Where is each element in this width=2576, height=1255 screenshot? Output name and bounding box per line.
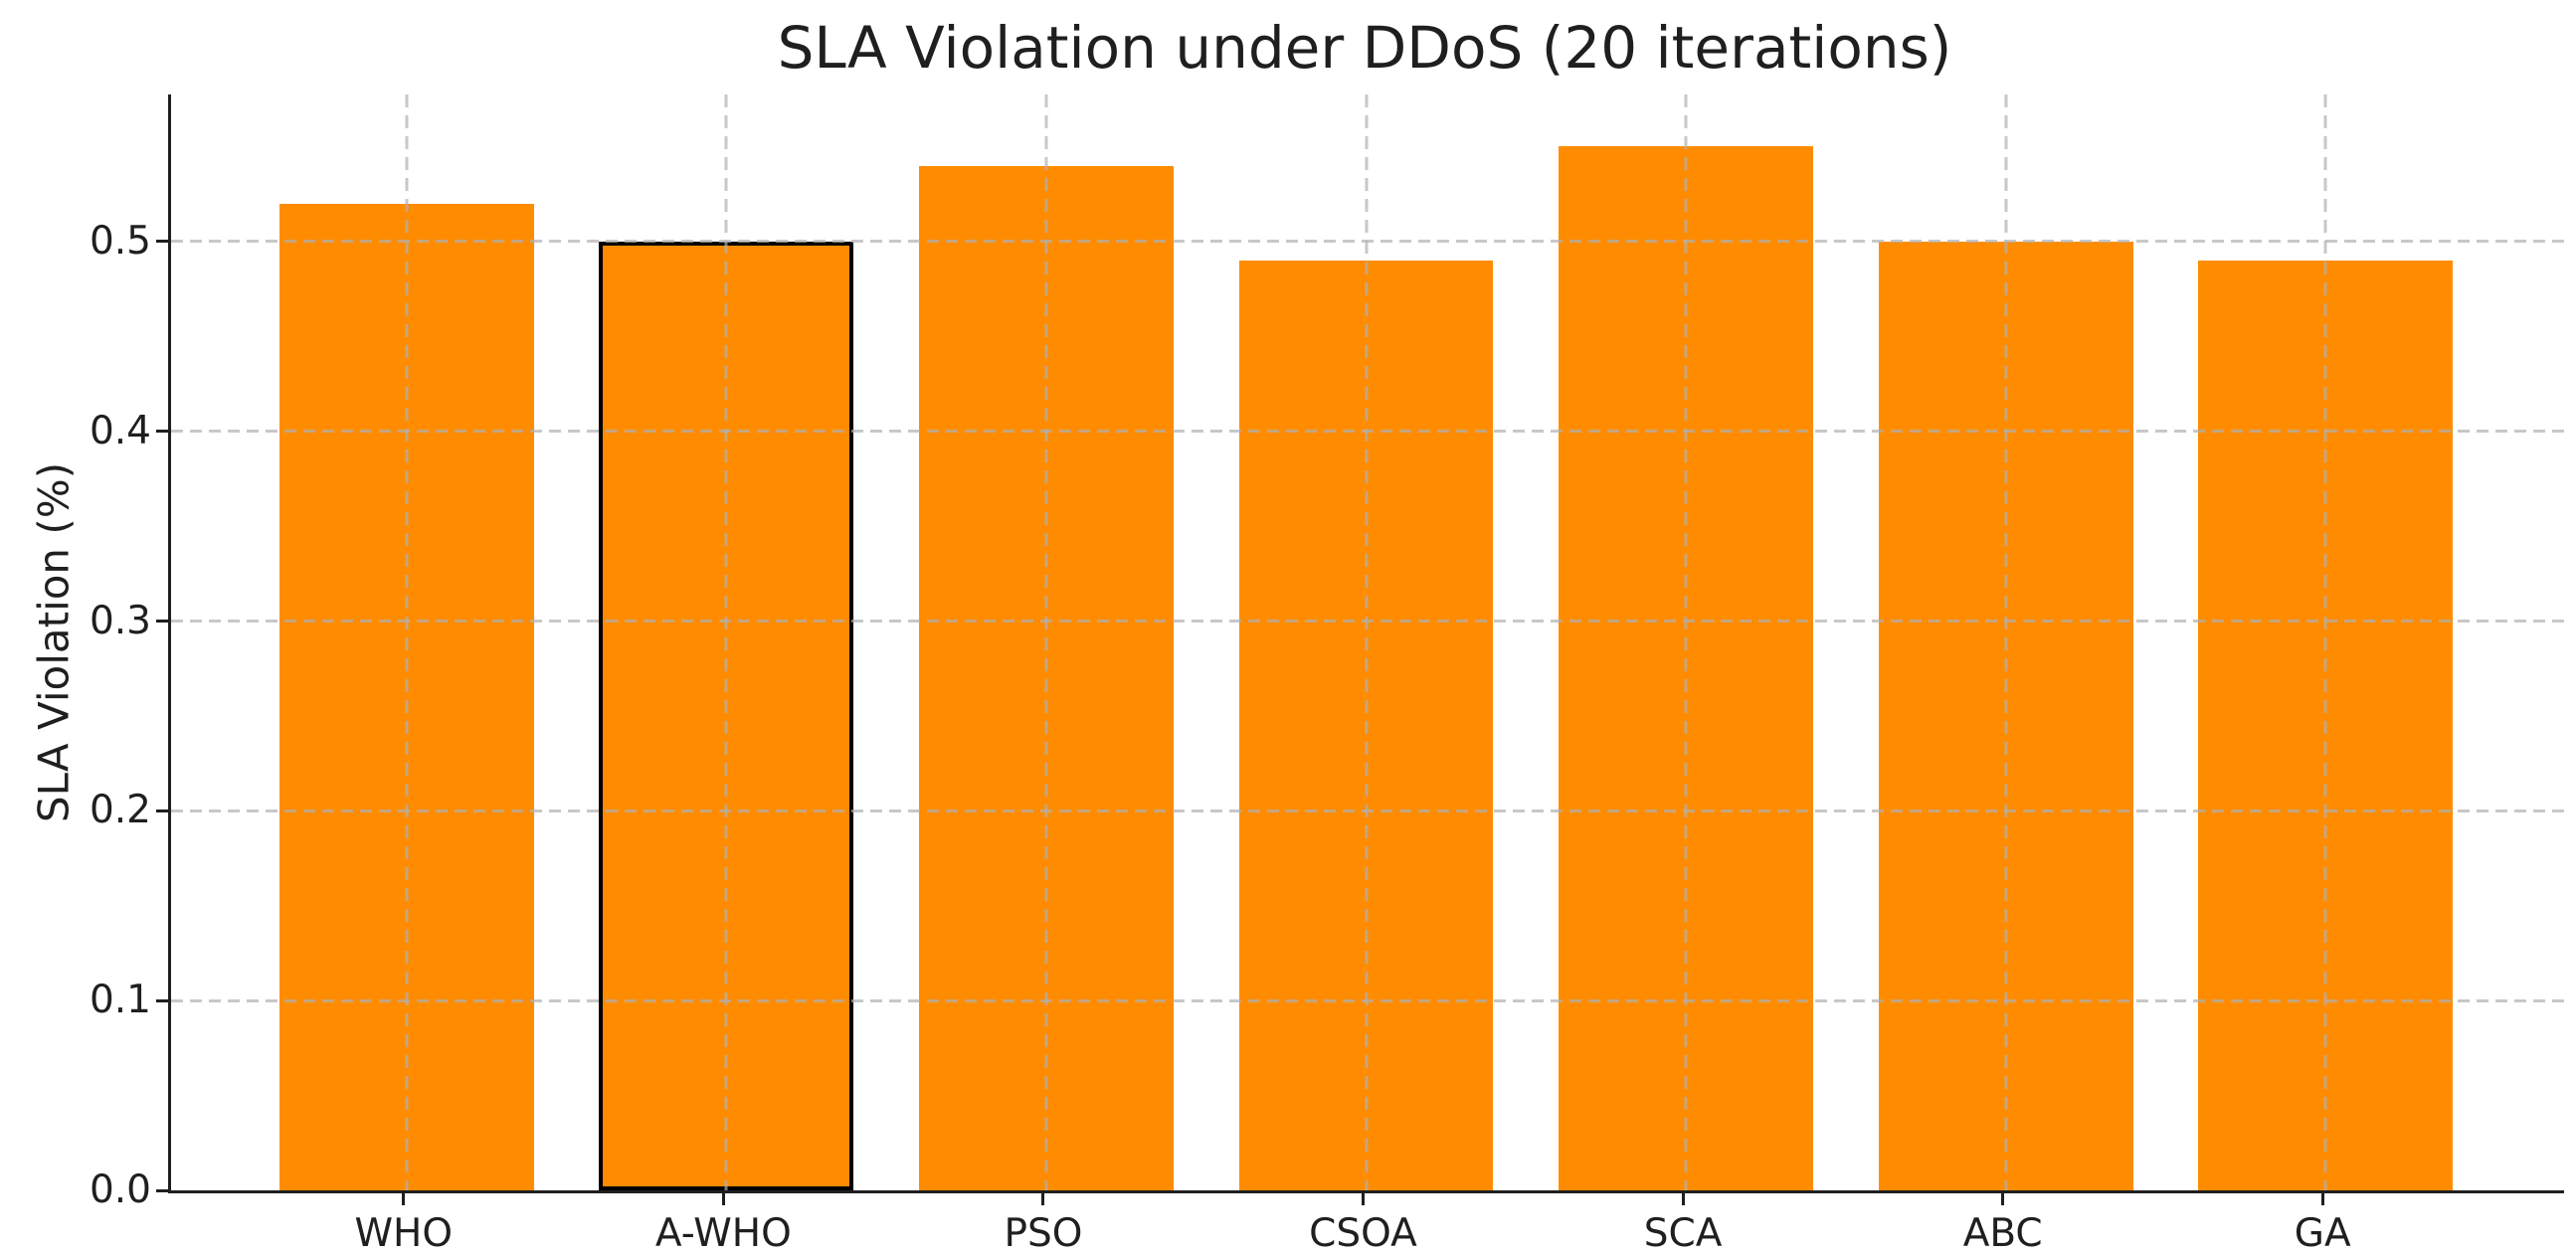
chart-title: SLA Violation under DDoS (20 iterations) [777,14,1952,82]
x-tick-label: PSO [1004,1211,1083,1255]
bar-slots-container [171,94,2564,1190]
y-tick-label: 0.4 [89,408,151,453]
bar-slot [2165,94,2485,1190]
x-label-cell: WHO [244,1193,564,1255]
x-axis-labels-row: WHO A-WHO PSO CSOA SCA ABC GA [168,1193,2561,1255]
x-tick-mark [1362,1193,1366,1205]
y-tick-label: 0.0 [89,1167,151,1212]
bar-ABC [1878,241,2133,1190]
x-label-cell: ABC [1843,1193,2163,1255]
y-tick-mark [156,620,168,624]
y-tick-label: 0.3 [89,598,151,643]
y-tick-mark [156,430,168,434]
y-tick-mark [156,998,168,1002]
x-tick-label: SCA [1643,1211,1723,1255]
x-tick-mark [402,1193,406,1205]
x-tick-label: GA [2294,1211,2351,1255]
x-tick-label: WHO [354,1211,454,1255]
bar-SCA [1559,146,1814,1190]
x-tick-label: A-WHO [654,1211,792,1255]
x-label-cell: A-WHO [564,1193,884,1255]
x-label-cell: CSOA [1203,1193,1524,1255]
bar-PSO [918,165,1174,1190]
bar-slot [1526,94,1846,1190]
bar-A-WHO [599,241,854,1190]
bar-CSOA [1238,260,1494,1190]
y-tick-label: 0.2 [89,788,151,833]
bar-slot [1846,94,2166,1190]
bar-slot [1206,94,1527,1190]
x-tick-mark [1681,1193,1685,1205]
bar-slot [886,94,1206,1190]
x-label-cell: SCA [1523,1193,1843,1255]
y-tick-label: 0.5 [89,218,151,264]
plot-area [168,94,2564,1193]
x-label-cell: GA [2162,1193,2483,1255]
x-tick-mark [1041,1193,1045,1205]
x-label-cell: PSO [883,1193,1203,1255]
x-tick-mark [2001,1193,2005,1205]
x-tick-label: ABC [1962,1211,2043,1255]
bar-slot [247,94,567,1190]
y-tick-label: 0.1 [89,978,151,1023]
x-tick-mark [721,1193,725,1205]
y-tick-mark [156,808,168,812]
bar-GA [2198,260,2454,1190]
x-tick-label: CSOA [1309,1211,1417,1255]
bar-slot [567,94,887,1190]
y-tick-mark [156,1188,168,1192]
y-tick-mark [156,240,168,244]
bar-WHO [278,203,534,1190]
x-tick-mark [2320,1193,2324,1205]
